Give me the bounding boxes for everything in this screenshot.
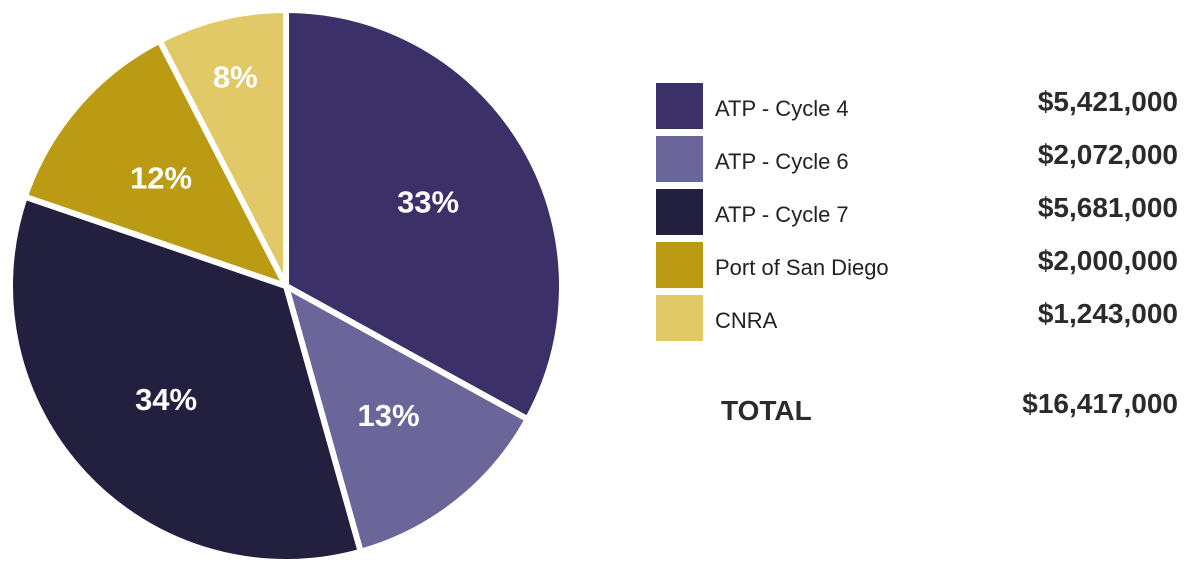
legend-swatch xyxy=(656,242,703,288)
legend-swatch xyxy=(656,189,703,235)
pie-labels: 33% 13% 34% 12% 8% xyxy=(130,60,459,433)
legend-value: $1,243,000 xyxy=(1037,298,1178,329)
legend-label: ATP - Cycle 7 xyxy=(715,202,849,227)
pie-chart: 33% 13% 34% 12% 8% xyxy=(7,6,565,565)
pie-slice-atp-cycle-6 xyxy=(281,279,532,556)
legend-label: ATP - Cycle 4 xyxy=(715,96,849,121)
legend-item-atp-cycle-7: ATP - Cycle 7 $5,681,000 xyxy=(656,189,1182,235)
pie-label-atp-cycle-6: 13% xyxy=(357,398,419,433)
pie-label-atp-cycle-7: 34% xyxy=(135,382,197,417)
pie-slice-atp-cycle-4 xyxy=(283,6,565,424)
legend-value: $5,421,000 xyxy=(1037,86,1178,117)
legend-swatch xyxy=(656,295,703,341)
pie-label-port-of-san-diego: 12% xyxy=(130,161,192,196)
total-label: TOTAL xyxy=(721,395,812,426)
total-value: $16,417,000 xyxy=(1022,388,1178,419)
pie-slice-cnra xyxy=(155,6,289,288)
legend-item-atp-cycle-6: ATP - Cycle 6 $2,072,000 xyxy=(656,136,1182,182)
legend-item-atp-cycle-4: ATP - Cycle 4 $5,421,000 xyxy=(656,83,1182,129)
legend-item-port-of-san-diego: Port of San Diego $2,000,000 xyxy=(656,242,1182,288)
pie-label-atp-cycle-4: 33% xyxy=(397,185,459,220)
legend-value: $5,681,000 xyxy=(1037,192,1178,223)
total-row: TOTAL $16,417,000 xyxy=(656,385,1182,429)
legend-value: $2,000,000 xyxy=(1037,245,1178,276)
legend-label: CNRA xyxy=(715,308,778,333)
legend-label: Port of San Diego xyxy=(715,255,889,280)
pie-slice-port-of-san-diego xyxy=(21,36,293,292)
pie-slice-atp-cycle-7 xyxy=(7,192,365,565)
pie-label-cnra: 8% xyxy=(213,60,258,95)
legend-label: ATP - Cycle 6 xyxy=(715,149,849,174)
legend-swatch xyxy=(656,83,703,129)
legend: ATP - Cycle 4 $5,421,000 ATP - Cycle 6 $… xyxy=(656,83,1182,348)
pie-slices xyxy=(7,6,565,565)
legend-swatch xyxy=(656,136,703,182)
legend-value: $2,072,000 xyxy=(1037,139,1178,170)
legend-item-cnra: CNRA $1,243,000 xyxy=(656,295,1182,341)
